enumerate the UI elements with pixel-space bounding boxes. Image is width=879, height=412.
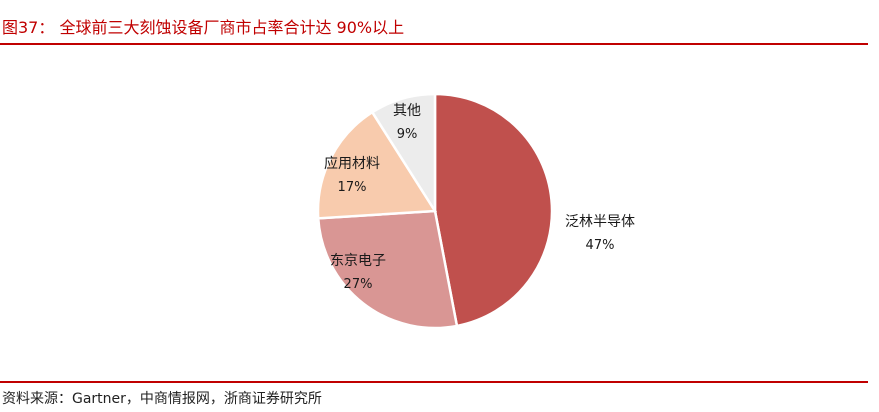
- footer-divider: [0, 381, 868, 383]
- slice-label-1: 东京电子: [330, 253, 386, 269]
- source-note: 资料来源：Gartner，中商情报网，浙商证券研究所: [2, 391, 322, 407]
- slice-value-label-1: 27%: [344, 277, 373, 292]
- pie-chart: 泛林半导体 47% 东京电子 27% 应用材料 17% 其他 9%: [316, 92, 635, 330]
- slice-value-label-3: 9%: [397, 127, 418, 142]
- pie-slice-0: [433, 92, 554, 328]
- slice-label-0: 泛林半导体: [565, 214, 635, 230]
- title-divider: [0, 43, 868, 45]
- pie-slice-3: [370, 92, 437, 216]
- pie-slice-2: [316, 110, 438, 220]
- pie-slice-1: [316, 209, 459, 330]
- slice-value-label-0: 47%: [586, 238, 615, 253]
- slice-label-3: 其他: [393, 103, 421, 119]
- slice-value-label-2: 17%: [338, 180, 367, 195]
- figure-title: 图37： 全球前三大刻蚀设备厂商市占率合计达 90%以上: [2, 18, 405, 37]
- slice-label-2: 应用材料: [324, 155, 380, 172]
